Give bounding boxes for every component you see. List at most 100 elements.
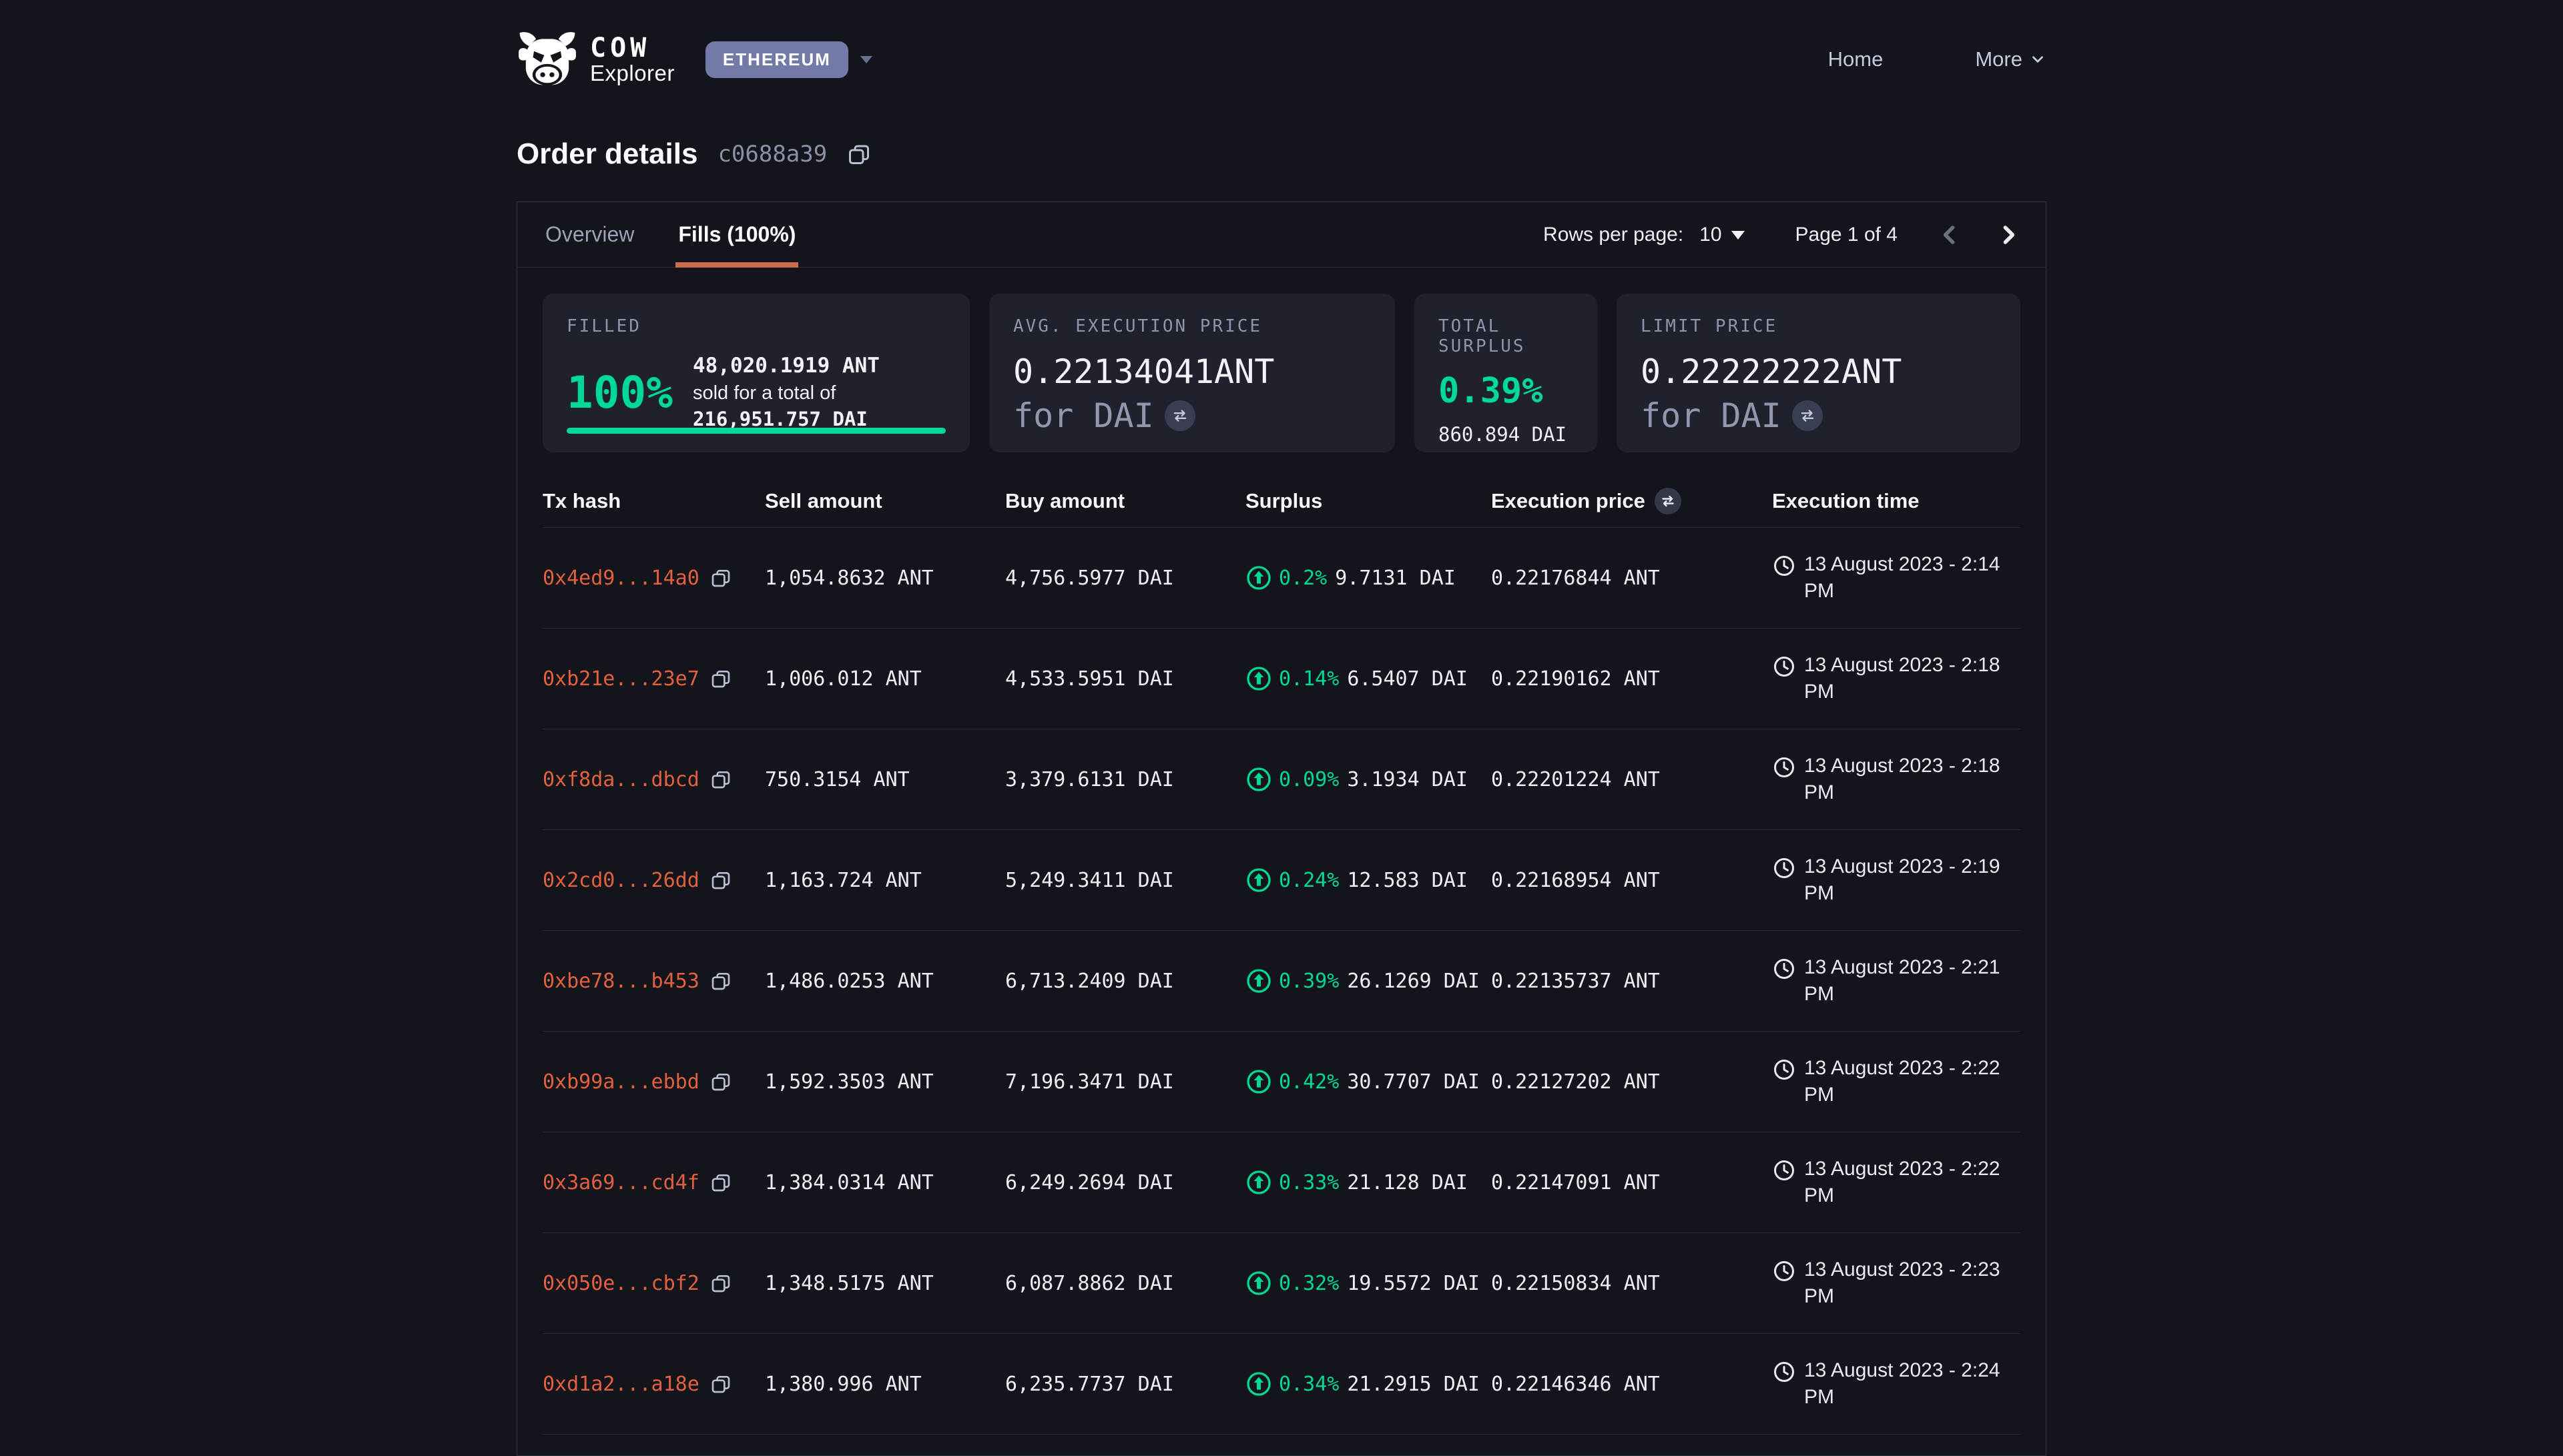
tx-hash-link[interactable]: 0xb21e...23e7 <box>543 667 699 691</box>
tx-hash-cell: 0x2cd0...26dd <box>543 869 765 892</box>
next-page-button[interactable] <box>1994 220 2023 250</box>
sell-amount-cell: 1,384.0314 ANT <box>765 1171 1005 1194</box>
execution-price-cell: 0.22127202 ANT <box>1491 1070 1772 1094</box>
execution-price-cell: 0.22201224 ANT <box>1491 768 1772 791</box>
table-row: 0xbe78...b453 1,486.0253 ANT 6,713.2409 … <box>543 931 2020 1032</box>
chevron-right-icon <box>1994 220 2023 250</box>
tab-overview[interactable]: Overview <box>543 202 637 267</box>
execution-time-cell: 13 August 2023 - 2:24 PM <box>1772 1357 2024 1411</box>
surplus-percent: 0.14% <box>1279 667 1339 691</box>
invert-limit-price-button[interactable] <box>1792 400 1823 431</box>
filled-card-label: FILLED <box>567 316 946 336</box>
network-chevron-down-icon[interactable] <box>859 54 874 65</box>
copy-tx-hash-button[interactable] <box>710 769 732 790</box>
fill-progress-bar <box>567 428 946 434</box>
copy-tx-hash-button[interactable] <box>710 869 732 891</box>
clock-icon <box>1772 856 1796 880</box>
copy-tx-hash-button[interactable] <box>710 668 732 689</box>
copy-tx-hash-button[interactable] <box>710 1071 732 1092</box>
surplus-amount: 19.5572 DAI <box>1347 1272 1480 1295</box>
table-row: 0x2cd0...26dd 1,163.724 ANT 5,249.3411 D… <box>543 830 2020 931</box>
invert-price-button[interactable] <box>1165 400 1195 431</box>
execution-price-cell: 0.22150834 ANT <box>1491 1272 1772 1295</box>
column-header-surplus: Surplus <box>1245 489 1491 513</box>
filled-sold-total: 216,951.757 DAI <box>693 408 868 430</box>
surplus-cell: 0.34% 21.2915 DAI <box>1245 1371 1491 1397</box>
tabs-row: Overview Fills (100%) Rows per page: 10 … <box>517 202 2046 268</box>
surplus-cell: 0.24% 12.583 DAI <box>1245 867 1491 893</box>
execution-time-text: 13 August 2023 - 2:14 PM <box>1804 551 2024 605</box>
copy-tx-hash-button[interactable] <box>710 1373 732 1395</box>
network-selector-badge[interactable]: ETHEREUM <box>705 41 848 78</box>
avg-execution-price-card: AVG. EXECUTION PRICE 0.22134041ANT for D… <box>989 294 1395 452</box>
tx-hash-link[interactable]: 0xb99a...ebbd <box>543 1070 699 1094</box>
execution-time-text: 13 August 2023 - 2:19 PM <box>1804 853 2024 907</box>
copy-tx-hash-button[interactable] <box>710 970 732 992</box>
sell-amount-cell: 1,486.0253 ANT <box>765 970 1005 993</box>
surplus-percent: 0.09% <box>1279 768 1339 791</box>
execution-time-cell: 13 August 2023 - 2:22 PM <box>1772 1156 2024 1210</box>
copy-icon <box>710 1172 732 1193</box>
column-header-tx-hash: Tx hash <box>543 489 765 513</box>
copy-order-id-button[interactable] <box>847 142 871 166</box>
swap-icon <box>1799 407 1816 424</box>
logo-wordmark: COW Explorer <box>590 35 675 84</box>
surplus-cell: 0.14% 6.5407 DAI <box>1245 665 1491 692</box>
previous-page-button[interactable] <box>1935 220 1964 250</box>
surplus-amount: 21.128 DAI <box>1347 1171 1468 1194</box>
surplus-percent: 0.42% <box>1279 1070 1339 1094</box>
tx-hash-link[interactable]: 0x2cd0...26dd <box>543 869 699 892</box>
surplus-amount: 6.5407 DAI <box>1347 667 1468 691</box>
buy-amount-cell: 5,249.3411 DAI <box>1005 869 1245 892</box>
surplus-amount: 9.7131 DAI <box>1335 567 1456 590</box>
tx-hash-link[interactable]: 0xf8da...dbcd <box>543 768 699 791</box>
copy-tx-hash-button[interactable] <box>710 1272 732 1294</box>
clock-icon <box>1772 1360 1796 1384</box>
tx-hash-link[interactable]: 0xd1a2...a18e <box>543 1373 699 1396</box>
execution-time-cell: 13 August 2023 - 2:19 PM <box>1772 853 2024 907</box>
invert-execution-price-button[interactable] <box>1655 488 1681 514</box>
surplus-up-arrow-icon <box>1245 1068 1272 1095</box>
nav-item-home[interactable]: Home <box>1828 47 1884 71</box>
cow-explorer-logo[interactable]: COW Explorer <box>517 31 675 88</box>
limit-price-card: LIMIT PRICE 0.22222222ANT for DAI <box>1617 294 2020 452</box>
tx-hash-cell: 0x3a69...cd4f <box>543 1171 765 1194</box>
execution-time-cell: 13 August 2023 - 2:22 PM <box>1772 1055 2024 1109</box>
copy-icon <box>710 970 732 992</box>
rows-per-page-select[interactable]: 10 <box>1699 224 1745 246</box>
surplus-up-arrow-icon <box>1245 565 1272 591</box>
tx-hash-link[interactable]: 0x4ed9...14a0 <box>543 567 699 590</box>
copy-tx-hash-button[interactable] <box>710 1172 732 1193</box>
buy-amount-cell: 6,249.2694 DAI <box>1005 1171 1245 1194</box>
surplus-cell: 0.42% 30.7707 DAI <box>1245 1068 1491 1095</box>
total-surplus-label: TOTAL SURPLUS <box>1438 316 1573 356</box>
buy-amount-cell: 6,087.8862 DAI <box>1005 1272 1245 1295</box>
table-row: 0x050e...cbf2 1,348.5175 ANT 6,087.8862 … <box>543 1233 2020 1334</box>
surplus-up-arrow-icon <box>1245 766 1272 793</box>
order-fills-panel: Overview Fills (100%) Rows per page: 10 … <box>517 202 2046 1456</box>
surplus-up-arrow-icon <box>1245 867 1272 893</box>
sell-amount-cell: 1,380.996 ANT <box>765 1373 1005 1396</box>
surplus-percent: 0.2% <box>1279 567 1327 590</box>
surplus-up-arrow-icon <box>1245 665 1272 692</box>
tab-fills[interactable]: Fills (100%) <box>675 202 798 267</box>
buy-amount-cell: 4,756.5977 DAI <box>1005 567 1245 590</box>
active-tab-underline <box>675 262 798 268</box>
surplus-amount: 21.2915 DAI <box>1347 1373 1480 1396</box>
copy-tx-hash-button[interactable] <box>710 567 732 589</box>
rows-per-page-value: 10 <box>1699 224 1721 246</box>
copy-icon <box>710 668 732 689</box>
tx-hash-link[interactable]: 0x050e...cbf2 <box>543 1272 699 1295</box>
copy-icon <box>710 1272 732 1294</box>
tx-hash-link[interactable]: 0xbe78...b453 <box>543 970 699 993</box>
tx-hash-link[interactable]: 0x3a69...cd4f <box>543 1171 699 1194</box>
column-header-execution-price: Execution price <box>1491 488 1772 514</box>
nav-item-more[interactable]: More <box>1975 47 2046 71</box>
sell-amount-cell: 1,006.012 ANT <box>765 667 1005 691</box>
rows-per-page-caret-icon <box>1730 229 1746 241</box>
table-row: 0x3a69...cd4f 1,384.0314 ANT 6,249.2694 … <box>543 1132 2020 1233</box>
surplus-cell: 0.2% 9.7131 DAI <box>1245 565 1491 591</box>
surplus-percent: 0.24% <box>1279 869 1339 892</box>
filled-detail: 48,020.1919 ANT sold for a total of 216,… <box>693 352 946 433</box>
execution-time-text: 13 August 2023 - 2:18 PM <box>1804 753 2024 807</box>
